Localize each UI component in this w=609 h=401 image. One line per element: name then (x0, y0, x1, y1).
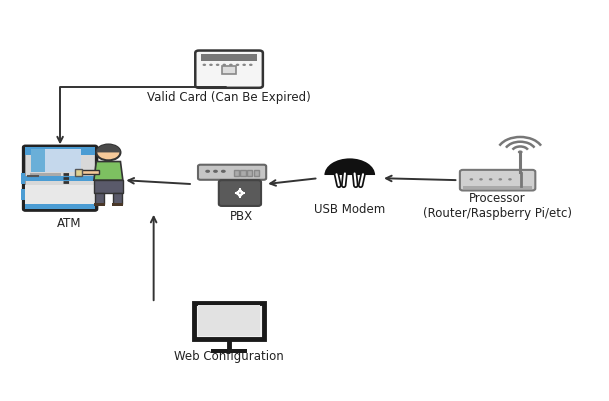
Bar (26, 204, 95, 209)
Bar (95, 193, 104, 205)
Circle shape (489, 179, 493, 181)
Circle shape (242, 65, 246, 67)
Circle shape (479, 179, 483, 181)
Bar (79, 171, 99, 175)
Circle shape (229, 65, 233, 67)
Polygon shape (94, 181, 123, 194)
Bar (26, 185, 95, 204)
Bar (94, 203, 105, 207)
Bar (112, 203, 123, 207)
Text: Web Configuration: Web Configuration (174, 350, 284, 363)
Circle shape (222, 65, 226, 67)
Bar (26, 148, 95, 155)
Circle shape (518, 151, 523, 154)
Bar (113, 193, 122, 205)
Bar (234, 171, 239, 176)
Bar (32, 150, 82, 173)
FancyBboxPatch shape (24, 147, 97, 211)
Bar (75, 170, 82, 176)
Text: ATM: ATM (57, 216, 82, 229)
Circle shape (499, 179, 502, 181)
Bar (26, 177, 95, 182)
FancyBboxPatch shape (198, 165, 266, 180)
Circle shape (205, 170, 210, 174)
Circle shape (216, 65, 219, 67)
Text: Valid Card (Can Be Expired): Valid Card (Can Be Expired) (147, 91, 311, 103)
Circle shape (249, 65, 253, 67)
Bar (30, 174, 62, 177)
Bar (253, 171, 259, 176)
Text: Processor
(Router/Raspberry Pi/etc): Processor (Router/Raspberry Pi/etc) (423, 191, 572, 219)
Bar (198, 306, 260, 336)
Text: PBX: PBX (230, 210, 253, 223)
Bar (21, 190, 26, 200)
Bar (211, 349, 247, 353)
Circle shape (236, 65, 239, 67)
Polygon shape (94, 162, 123, 181)
FancyBboxPatch shape (460, 170, 535, 191)
Circle shape (213, 170, 218, 174)
Bar (201, 55, 258, 62)
FancyBboxPatch shape (194, 303, 264, 339)
Circle shape (96, 145, 121, 161)
Bar (463, 186, 532, 189)
Circle shape (203, 65, 206, 67)
Bar (247, 171, 252, 176)
Text: USB Modem: USB Modem (314, 203, 385, 215)
Bar (222, 67, 236, 75)
Circle shape (209, 65, 213, 67)
Circle shape (221, 170, 226, 174)
Circle shape (470, 179, 473, 181)
Wedge shape (96, 145, 121, 153)
FancyBboxPatch shape (219, 181, 261, 207)
FancyBboxPatch shape (195, 51, 263, 89)
Bar (32, 150, 46, 173)
Wedge shape (325, 159, 375, 176)
Bar (240, 171, 245, 176)
Circle shape (508, 179, 512, 181)
Bar (21, 174, 26, 185)
